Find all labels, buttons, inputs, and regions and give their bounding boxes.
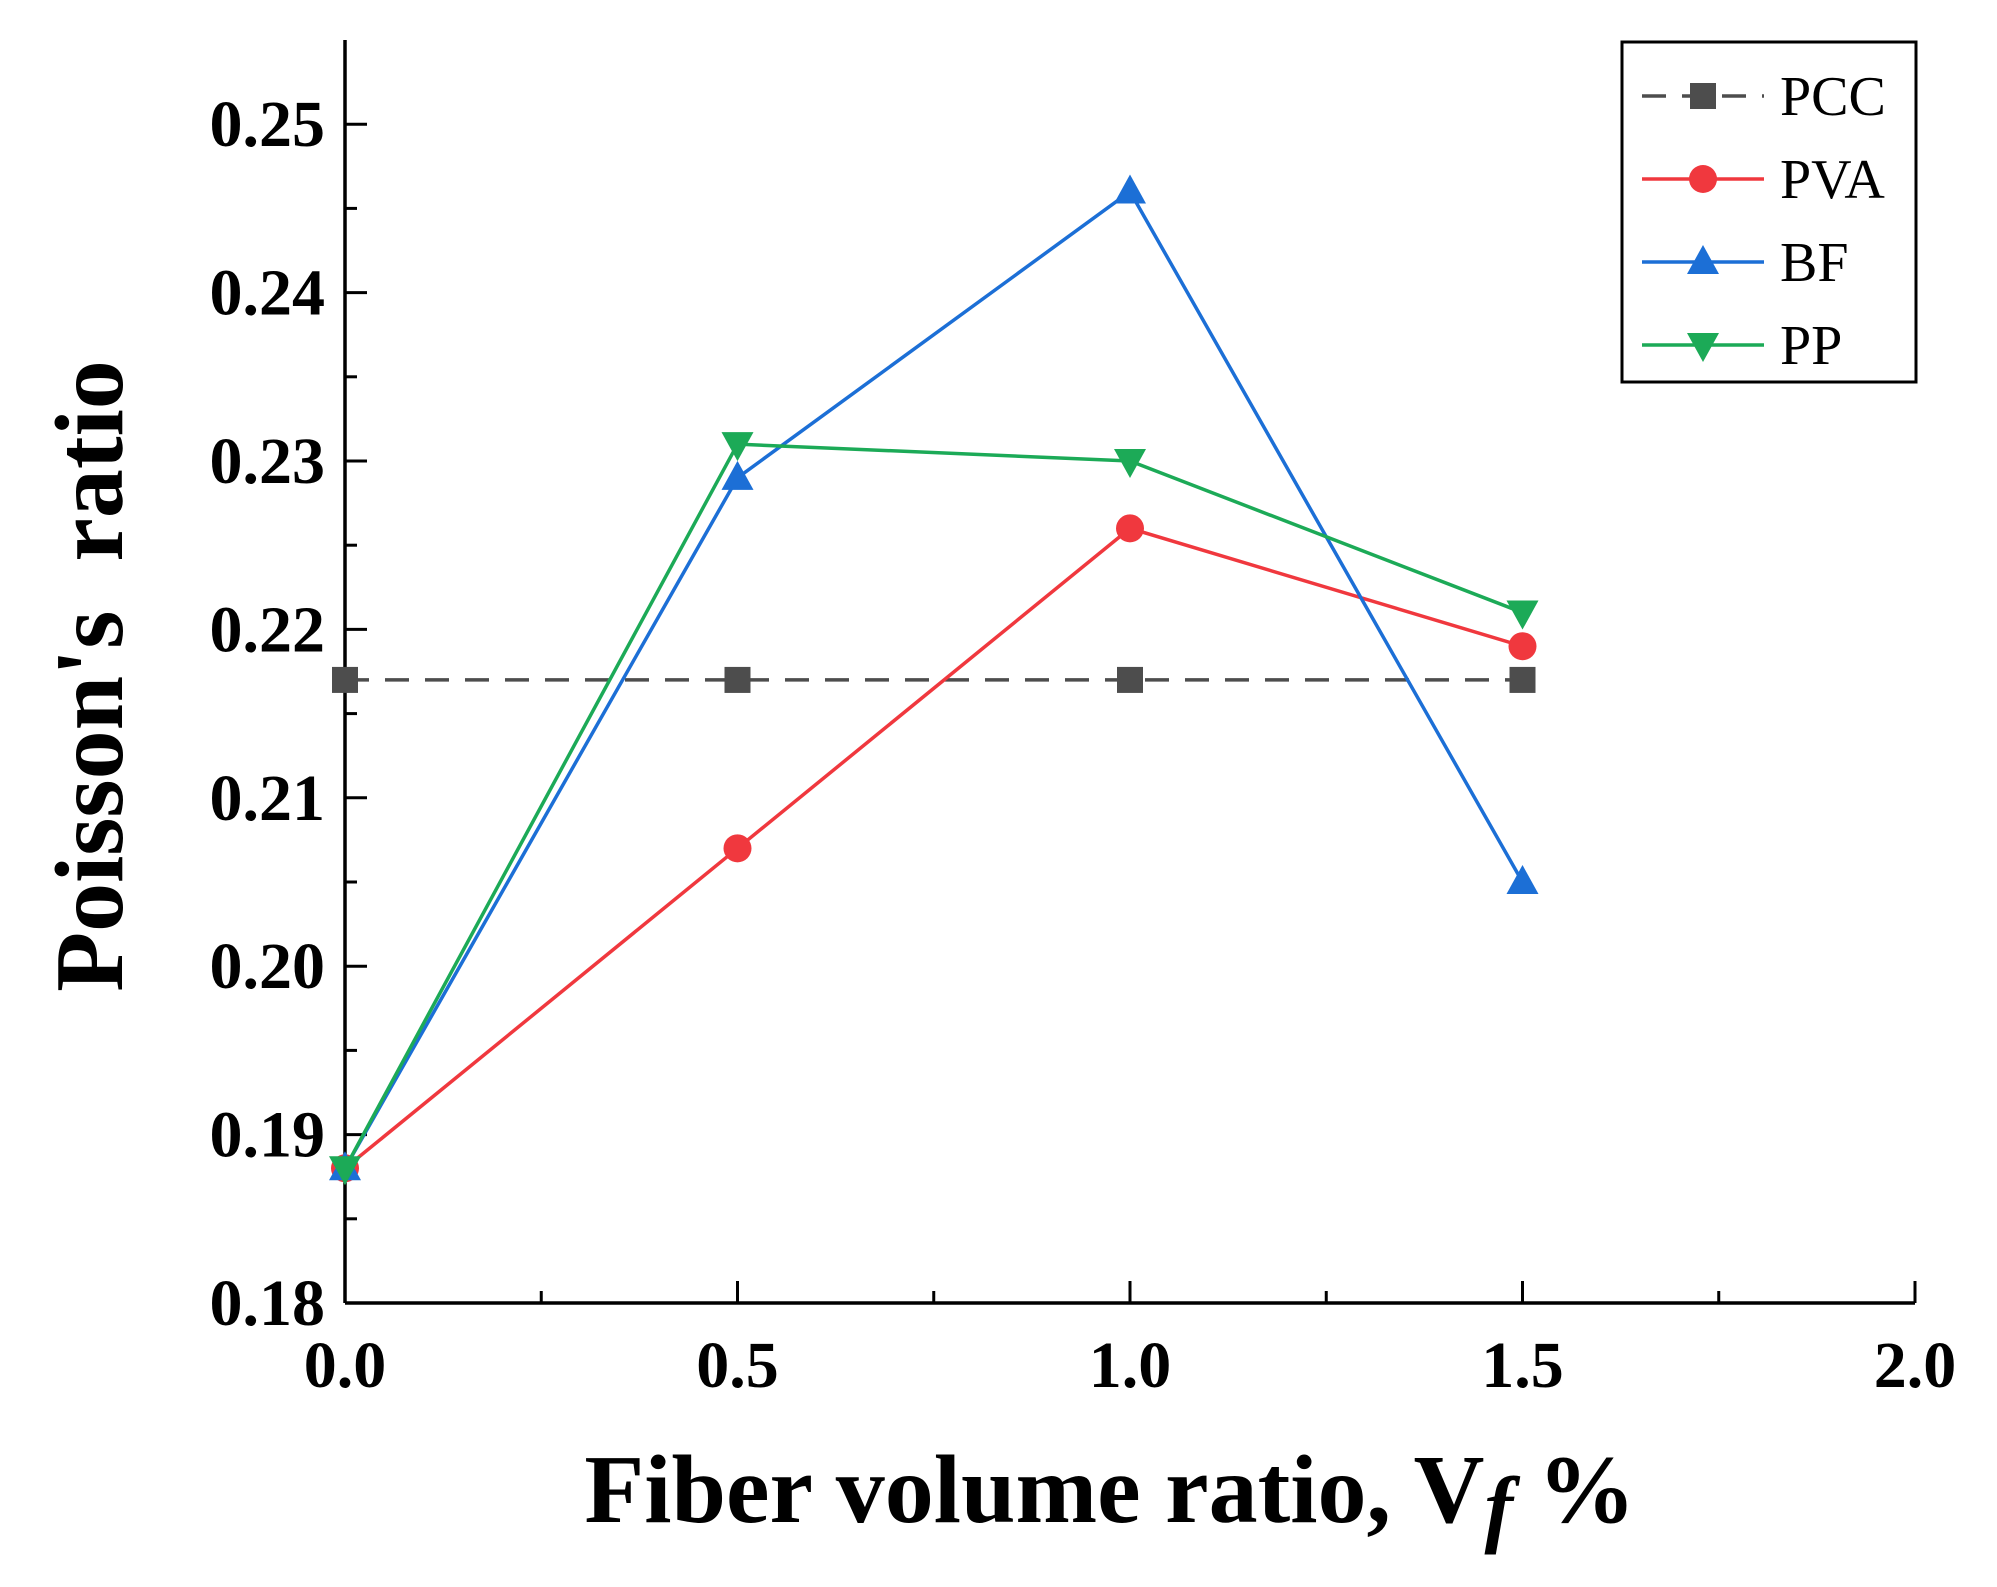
- legend-marker-pp: [1687, 333, 1719, 362]
- data-point-pp: [1506, 600, 1539, 630]
- data-point-pp: [1114, 449, 1146, 478]
- data-point-bf: [1506, 865, 1539, 894]
- legend-label-bf: BF: [1780, 232, 1849, 294]
- y-tick-label: 0.24: [210, 257, 326, 330]
- series-line-pp: [343, 442, 1524, 1170]
- legend-item-pva: PVA: [1642, 149, 1885, 211]
- ticks: 0.18 0.19 0.20 0.21 0.22 0.23 0.24 0.25 0.0 0.5 1.…: [210, 88, 1957, 1402]
- series-pp: [329, 432, 1539, 1186]
- series-pva: [331, 514, 1537, 1183]
- legend-box: [1620, 40, 1918, 384]
- legend-item-bf: BF: [1642, 232, 1849, 294]
- y-tick-label: 0.25: [210, 88, 326, 161]
- legend-item-pp: PP: [1642, 315, 1842, 377]
- y-tick-label: 0.18: [210, 1267, 326, 1340]
- data-point-pva: [1116, 514, 1144, 543]
- data-point-pcc: [724, 666, 751, 693]
- legend-marker-bf: [1687, 245, 1719, 274]
- series-bf: [329, 174, 1539, 1181]
- x-tick-label: 0.0: [304, 1329, 387, 1402]
- x-axis-title-suffix: %: [1513, 1436, 1636, 1544]
- series-line-pva: [343, 526, 1524, 1170]
- data-point-bf: [1114, 174, 1146, 204]
- series-layer: [329, 174, 1539, 1186]
- legend-label-pcc: PCC: [1780, 66, 1886, 128]
- series-pcc: [332, 666, 1536, 693]
- y-tick-label: 0.19: [210, 1099, 326, 1172]
- x-tick-label: 1.5: [1481, 1329, 1564, 1402]
- x-axis-title-main: Fiber volume ratio, V: [584, 1436, 1484, 1544]
- y-tick-label: 0.21: [210, 762, 326, 835]
- data-point-pva: [723, 834, 752, 863]
- data-point-pcc: [1509, 666, 1536, 693]
- data-point-pva: [1508, 632, 1537, 661]
- x-tick-label: 1.0: [1089, 1329, 1172, 1402]
- data-point-pp: [721, 432, 754, 462]
- legend-marker-pcc: [1690, 83, 1716, 109]
- data-point-bf: [721, 460, 754, 490]
- y-tick-label: 0.22: [210, 593, 326, 666]
- legend-marker-pva: [1689, 165, 1717, 193]
- y-tick-label: 0.20: [210, 930, 326, 1003]
- x-tick-label: 0.5: [696, 1329, 779, 1402]
- legend: PCC PVA BF PP: [1620, 40, 1918, 384]
- y-axis-title: Poisson's ratio: [36, 360, 144, 992]
- x-axis-title: Fiber volume ratio, Vf %: [584, 1436, 1635, 1555]
- x-tick-label: 2.0: [1874, 1329, 1957, 1402]
- y-tick-label: 0.23: [210, 425, 326, 498]
- data-point-pcc: [1117, 666, 1143, 693]
- legend-label-pp: PP: [1780, 315, 1842, 377]
- legend-item-pcc: PCC: [1642, 66, 1886, 128]
- legend-label-pva: PVA: [1780, 149, 1885, 211]
- data-point-pcc: [332, 666, 358, 693]
- data-point-pp: [329, 1156, 361, 1186]
